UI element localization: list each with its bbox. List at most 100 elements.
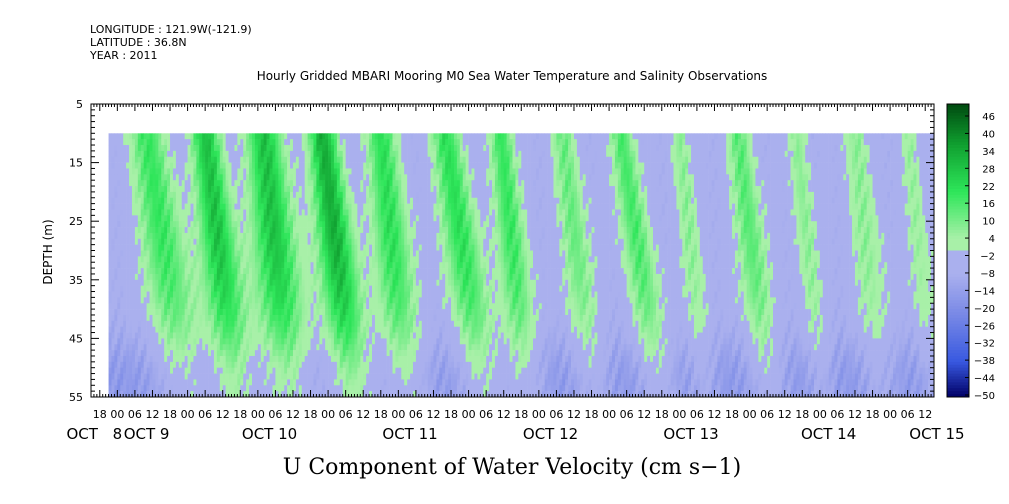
heatmap-cell xyxy=(134,332,139,339)
heatmap-cell xyxy=(164,314,168,322)
heatmap-cell xyxy=(222,303,226,310)
heatmap-cell xyxy=(319,145,323,152)
heatmap-cell xyxy=(272,391,276,398)
heatmap-cell xyxy=(164,279,168,286)
heatmap-cell xyxy=(164,303,168,310)
heatmap-cell xyxy=(281,180,285,187)
heatmap-cell xyxy=(137,162,142,169)
heatmap-cell xyxy=(199,361,203,368)
heatmap-cell xyxy=(275,391,279,398)
heatmap-cell xyxy=(111,373,115,380)
heatmap-cell xyxy=(108,367,112,374)
heatmap-cell xyxy=(287,291,291,298)
heatmap-cell xyxy=(295,361,300,368)
heatmap-cell xyxy=(351,285,355,292)
heatmap-cell xyxy=(372,268,376,275)
heatmap-cell xyxy=(129,162,133,169)
heatmap-cell xyxy=(395,350,399,357)
heatmap-cell xyxy=(213,373,218,380)
heatmap-cell xyxy=(123,238,127,245)
heatmap-cell xyxy=(164,326,168,333)
heatmap-cell xyxy=(290,139,294,146)
heatmap-cell xyxy=(342,139,346,146)
heatmap-cell xyxy=(310,268,314,275)
longitude-label: LONGITUDE : 121.9W(-121.9) xyxy=(90,23,252,36)
heatmap-cell xyxy=(336,145,341,152)
heatmap-cell xyxy=(427,355,431,363)
heatmap-cell xyxy=(407,344,411,351)
heatmap-cell xyxy=(360,297,364,304)
heatmap-cell xyxy=(143,197,147,204)
heatmap-cell xyxy=(134,391,139,398)
heatmap-cell xyxy=(389,344,393,351)
heatmap-cell xyxy=(175,209,180,216)
heatmap-cell xyxy=(216,291,221,298)
heatmap-cell xyxy=(319,332,323,339)
heatmap-cell xyxy=(123,291,127,298)
heatmap-cell xyxy=(234,391,238,398)
heatmap-cell xyxy=(389,262,393,269)
heatmap-cell xyxy=(134,285,139,292)
heatmap-cell xyxy=(386,215,390,222)
heatmap-cell xyxy=(155,332,159,339)
heatmap-cell xyxy=(322,285,326,292)
heatmap-cell xyxy=(313,186,317,193)
heatmap-cell xyxy=(213,273,218,281)
heatmap-cell xyxy=(415,174,420,181)
heatmap-cell xyxy=(339,326,344,333)
heatmap-cell xyxy=(328,174,332,181)
heatmap-cell xyxy=(249,232,253,240)
heatmap-cell xyxy=(313,168,317,175)
heatmap-cell xyxy=(155,338,159,345)
heatmap-cell xyxy=(278,303,282,310)
heatmap-cell xyxy=(228,373,232,380)
heatmap-cell xyxy=(257,297,262,304)
heatmap-cell xyxy=(269,156,273,163)
heatmap-cell xyxy=(152,361,156,368)
heatmap-cell xyxy=(348,244,352,251)
heatmap-cell xyxy=(304,145,308,152)
heatmap-cell xyxy=(114,344,118,351)
heatmap-cell xyxy=(199,338,203,345)
heatmap-cell xyxy=(129,332,133,339)
heatmap-cell xyxy=(398,145,402,152)
heatmap-cell xyxy=(366,232,370,240)
heatmap-cell xyxy=(149,314,153,322)
heatmap-cell xyxy=(421,291,425,298)
heatmap-cell xyxy=(190,238,194,245)
heatmap-cell xyxy=(421,221,425,228)
heatmap-cell xyxy=(184,150,188,158)
heatmap-cell xyxy=(331,150,335,158)
heatmap-cell xyxy=(266,297,270,304)
heatmap-cell xyxy=(374,232,379,240)
heatmap-cell xyxy=(415,385,420,392)
heatmap-cell xyxy=(383,186,387,193)
heatmap-cell xyxy=(161,191,165,199)
heatmap-cell xyxy=(310,191,314,199)
heatmap-cell xyxy=(401,221,405,228)
heatmap-cell xyxy=(389,209,393,216)
heatmap-cell xyxy=(319,256,323,263)
heatmap-cell xyxy=(372,279,376,286)
heatmap-cell xyxy=(108,238,112,245)
heatmap-cell xyxy=(111,273,115,281)
heatmap-cell xyxy=(149,291,153,298)
heatmap-cell xyxy=(395,344,399,351)
heatmap-cell xyxy=(398,303,402,310)
heatmap-cell xyxy=(427,303,431,310)
heatmap-cell xyxy=(301,361,305,368)
heatmap-cell xyxy=(380,156,385,163)
heatmap-cell xyxy=(254,332,259,339)
heatmap-cell xyxy=(216,145,221,152)
heatmap-cell xyxy=(246,344,250,351)
heatmap-cell xyxy=(342,133,346,140)
heatmap-cell xyxy=(134,145,139,152)
heatmap-cell xyxy=(272,221,276,228)
heatmap-cell xyxy=(363,244,367,251)
heatmap-cell xyxy=(295,320,300,327)
heatmap-cell xyxy=(284,139,288,146)
heatmap-cell xyxy=(269,232,273,240)
heatmap-cell xyxy=(208,268,212,275)
heatmap-cell xyxy=(225,162,229,169)
heatmap-cell xyxy=(418,279,423,286)
